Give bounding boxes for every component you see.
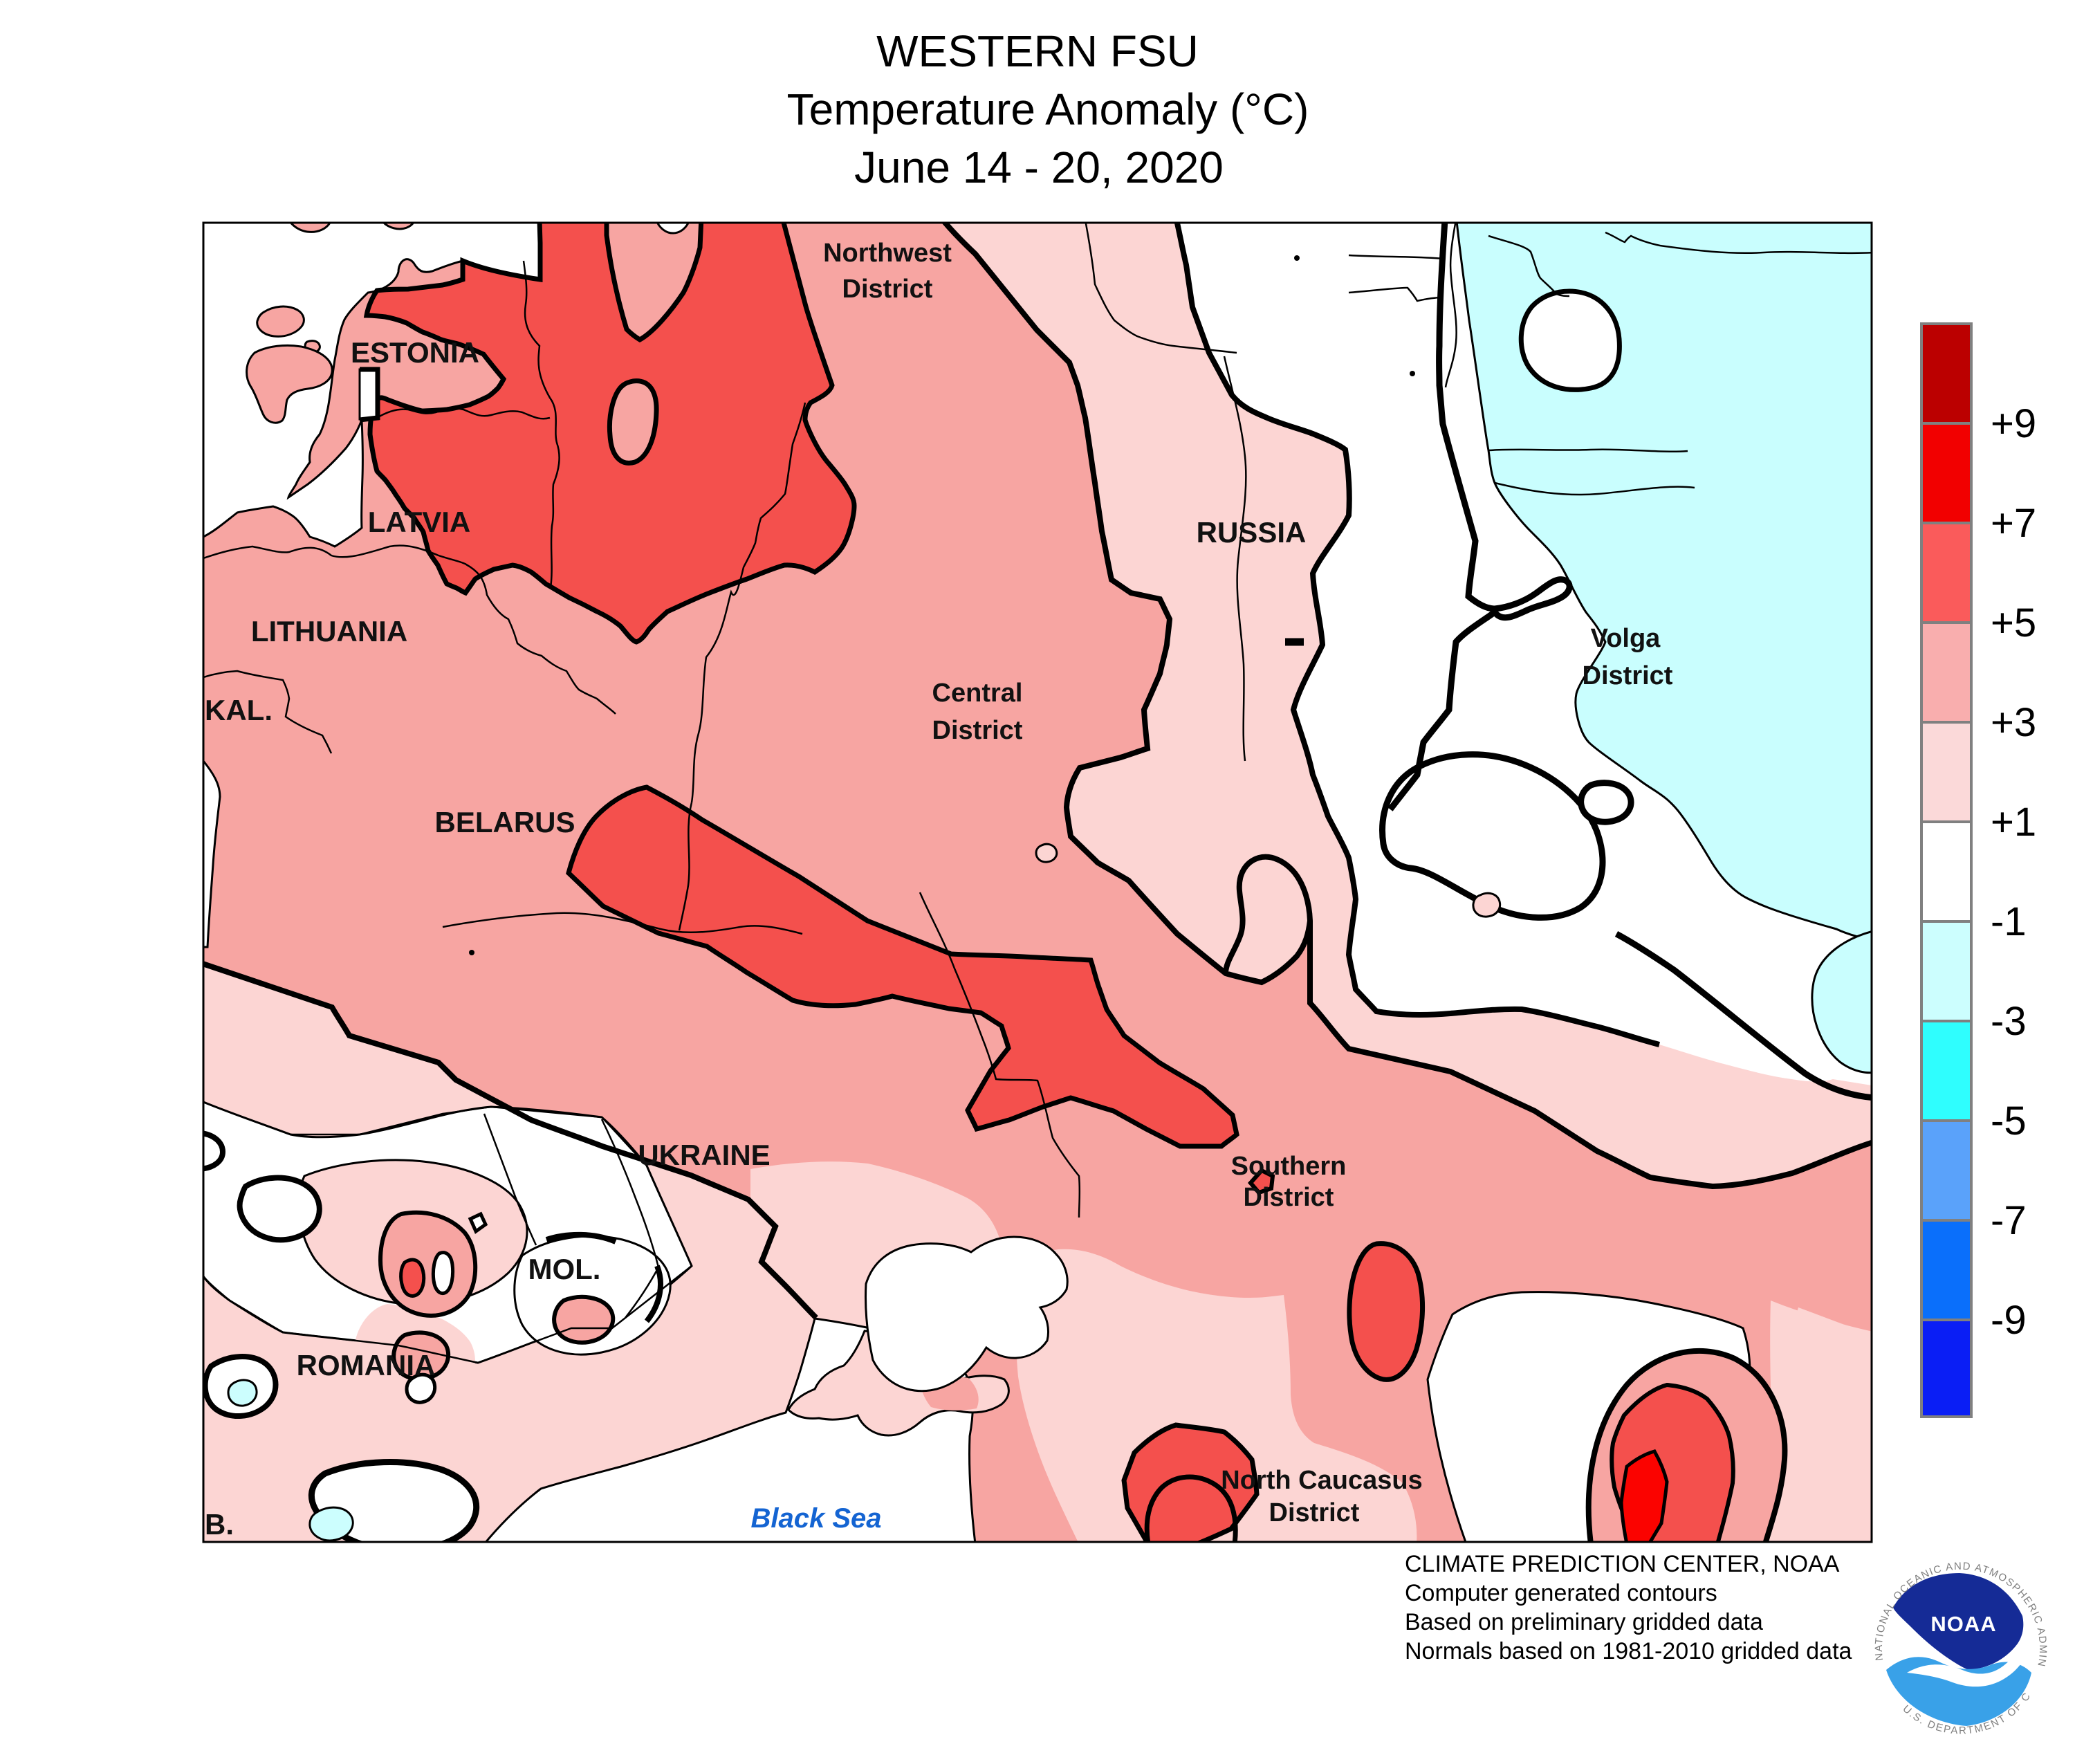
svg-text:June 14 - 20, 2020: June 14 - 20, 2020 bbox=[854, 143, 1224, 192]
svg-text:District: District bbox=[932, 716, 1023, 745]
svg-text:NOAA: NOAA bbox=[1930, 1612, 1996, 1636]
svg-text:Temperature Anomaly (°C): Temperature Anomaly (°C) bbox=[787, 84, 1309, 134]
svg-text:North Caucasus: North Caucasus bbox=[1221, 1466, 1422, 1495]
svg-text:+3: +3 bbox=[1991, 700, 2036, 745]
svg-text:+7: +7 bbox=[1991, 501, 2036, 546]
svg-text:Central: Central bbox=[932, 679, 1023, 708]
svg-text:ESTONIA: ESTONIA bbox=[351, 336, 479, 369]
svg-text:Black Sea: Black Sea bbox=[750, 1503, 881, 1534]
svg-text:District: District bbox=[1269, 1498, 1360, 1527]
svg-text:+9: +9 bbox=[1991, 401, 2036, 446]
svg-text:BELARUS: BELARUS bbox=[434, 806, 575, 838]
svg-text:+5: +5 bbox=[1991, 600, 2036, 645]
svg-text:WESTERN FSU: WESTERN FSU bbox=[876, 26, 1199, 76]
svg-text:-9: -9 bbox=[1991, 1298, 2027, 1343]
svg-text:Southern: Southern bbox=[1231, 1152, 1347, 1181]
svg-text:KAL.: KAL. bbox=[205, 694, 273, 726]
svg-text:RUSSIA: RUSSIA bbox=[1197, 516, 1307, 549]
svg-text:LITHUANIA: LITHUANIA bbox=[251, 615, 407, 647]
svg-text:District: District bbox=[1583, 661, 1673, 690]
svg-text:-3: -3 bbox=[1991, 999, 2027, 1044]
svg-text:CLIMATE PREDICTION CENTER, NOA: CLIMATE PREDICTION CENTER, NOAA bbox=[1405, 1551, 1840, 1577]
svg-text:B.: B. bbox=[205, 1508, 234, 1541]
svg-text:Based on preliminary gridded d: Based on preliminary gridded data bbox=[1405, 1609, 1763, 1635]
svg-text:MOL.: MOL. bbox=[528, 1253, 601, 1285]
svg-text:Volga: Volga bbox=[1591, 624, 1661, 653]
svg-text:-1: -1 bbox=[1991, 899, 2027, 944]
svg-text:Normals based on 1981-2010 gri: Normals based on 1981-2010 gridded data bbox=[1405, 1638, 1852, 1664]
svg-text:Northwest: Northwest bbox=[823, 239, 952, 268]
svg-text:Computer generated contours: Computer generated contours bbox=[1405, 1580, 1717, 1606]
svg-text:District: District bbox=[1244, 1183, 1334, 1212]
svg-text:ROMANIA: ROMANIA bbox=[297, 1349, 436, 1381]
svg-text:-7: -7 bbox=[1991, 1198, 2027, 1243]
svg-text:UKRAINE: UKRAINE bbox=[638, 1139, 770, 1171]
svg-text:LATVIA: LATVIA bbox=[368, 506, 471, 538]
svg-text:District: District bbox=[842, 275, 933, 304]
svg-text:-5: -5 bbox=[1991, 1099, 2027, 1143]
svg-text:+1: +1 bbox=[1991, 800, 2036, 845]
